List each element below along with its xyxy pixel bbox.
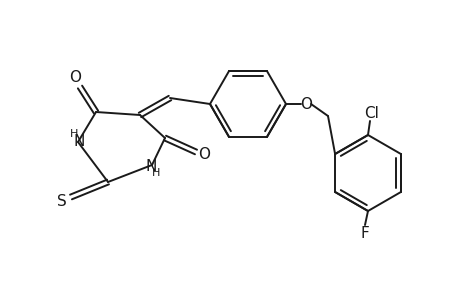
Text: N: N [73,134,84,148]
Text: O: O [69,70,81,85]
Text: Cl: Cl [364,106,379,121]
Text: S: S [57,194,67,208]
Text: F: F [360,226,369,241]
Text: O: O [299,97,311,112]
Text: H: H [151,168,160,178]
Text: N: N [145,158,157,173]
Text: H: H [70,129,78,139]
Text: O: O [197,146,210,161]
